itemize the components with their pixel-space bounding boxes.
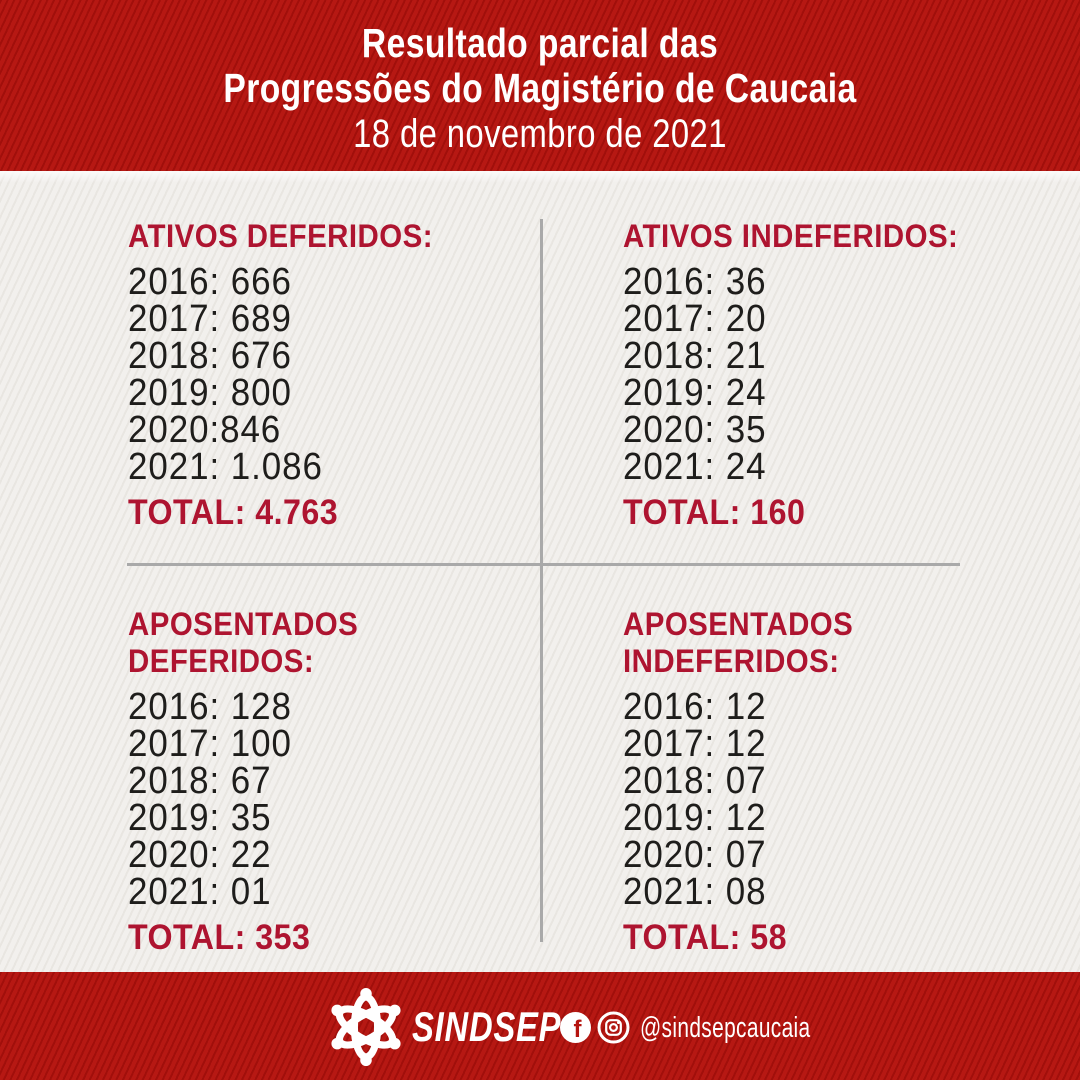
section-heading: APOSENTADOS DEFERIDOS: — [128, 606, 358, 680]
title-line-2: Progressões do Magistério de Caucaia — [223, 64, 857, 111]
year-row: 2019: 800 — [128, 372, 292, 414]
year-row: 2018: 07 — [623, 760, 767, 802]
year-row: 2016: 128 — [128, 686, 292, 728]
instagram-icon — [597, 1011, 630, 1044]
year-row: 2021: 08 — [623, 871, 767, 913]
section-heading-line-2: INDEFERIDOS: — [623, 643, 840, 679]
year-row: 2019: 24 — [623, 372, 767, 414]
sindsep-emblem-icon — [331, 987, 401, 1067]
section-heading: APOSENTADOS INDEFERIDOS: — [623, 606, 853, 680]
year-row: 2018: 676 — [128, 335, 292, 377]
section-heading: ATIVOS INDEFERIDOS: — [623, 218, 959, 254]
horizontal-divider — [127, 563, 960, 566]
section-heading: ATIVOS DEFERIDOS: — [128, 218, 433, 254]
year-row: 2017: 12 — [623, 723, 767, 765]
year-list: 2016: 12 2017: 12 2018: 07 2019: 12 2020… — [623, 686, 853, 913]
year-row: 2020: 22 — [128, 834, 272, 876]
year-row: 2021: 1.086 — [128, 446, 323, 488]
facebook-f-glyph: f — [573, 1016, 582, 1043]
year-row: 2019: 35 — [128, 797, 272, 839]
quadrant-aposentados-deferidos: APOSENTADOS DEFERIDOS: 2016: 128 2017: 1… — [128, 606, 358, 958]
year-row: 2016: 36 — [623, 261, 767, 303]
total-line: TOTAL: 58 — [623, 918, 787, 957]
year-list: 2016: 128 2017: 100 2018: 67 2019: 35 20… — [128, 686, 358, 913]
title-date: 18 de novembro de 2021 — [353, 111, 727, 156]
facebook-icon: f — [560, 1012, 591, 1043]
quadrant-ativos-indeferidos: ATIVOS INDEFERIDOS: 2016: 36 2017: 20 20… — [623, 218, 958, 533]
total-line: TOTAL: 4.763 — [128, 493, 339, 532]
content-top-sheen — [0, 171, 1080, 183]
year-row: 2019: 12 — [623, 797, 767, 839]
year-row: 2017: 20 — [623, 298, 767, 340]
year-row: 2016: 666 — [128, 261, 292, 303]
year-row: 2021: 24 — [623, 446, 767, 488]
year-row: 2021: 01 — [128, 871, 272, 913]
total-line: TOTAL: 353 — [128, 918, 311, 957]
year-list: 2016: 666 2017: 689 2018: 676 2019: 800 … — [128, 261, 433, 488]
vertical-divider — [540, 219, 543, 942]
title-line-1: Resultado parcial das — [361, 19, 719, 66]
quadrant-ativos-deferidos: ATIVOS DEFERIDOS: 2016: 666 2017: 689 20… — [128, 218, 433, 533]
year-row: 2020: 35 — [623, 409, 767, 451]
year-row: 2016: 12 — [623, 686, 767, 728]
year-row: 2018: 21 — [623, 335, 767, 377]
page-title: Resultado parcial das Progressões do Mag… — [97, 0, 983, 171]
year-row: 2017: 100 — [128, 723, 292, 765]
year-row: 2017: 689 — [128, 298, 292, 340]
section-heading-line-1: APOSENTADOS — [128, 606, 359, 642]
year-row: 2020: 07 — [623, 834, 767, 876]
year-list: 2016: 36 2017: 20 2018: 21 2019: 24 2020… — [623, 261, 958, 488]
year-row: 2020:846 — [128, 409, 282, 451]
header-band — [0, 0, 1080, 171]
footer-band — [0, 972, 1080, 1080]
section-heading-line-2: DEFERIDOS: — [128, 643, 315, 679]
year-row: 2018: 67 — [128, 760, 272, 802]
social-handle: @sindsepcaucaia — [640, 1012, 811, 1044]
brand-wordmark: SINDSEP — [412, 1003, 562, 1050]
quadrant-aposentados-indeferidos: APOSENTADOS INDEFERIDOS: 2016: 12 2017: … — [623, 606, 853, 958]
total-line: TOTAL: 160 — [623, 493, 806, 532]
section-heading-line-1: APOSENTADOS — [623, 606, 854, 642]
